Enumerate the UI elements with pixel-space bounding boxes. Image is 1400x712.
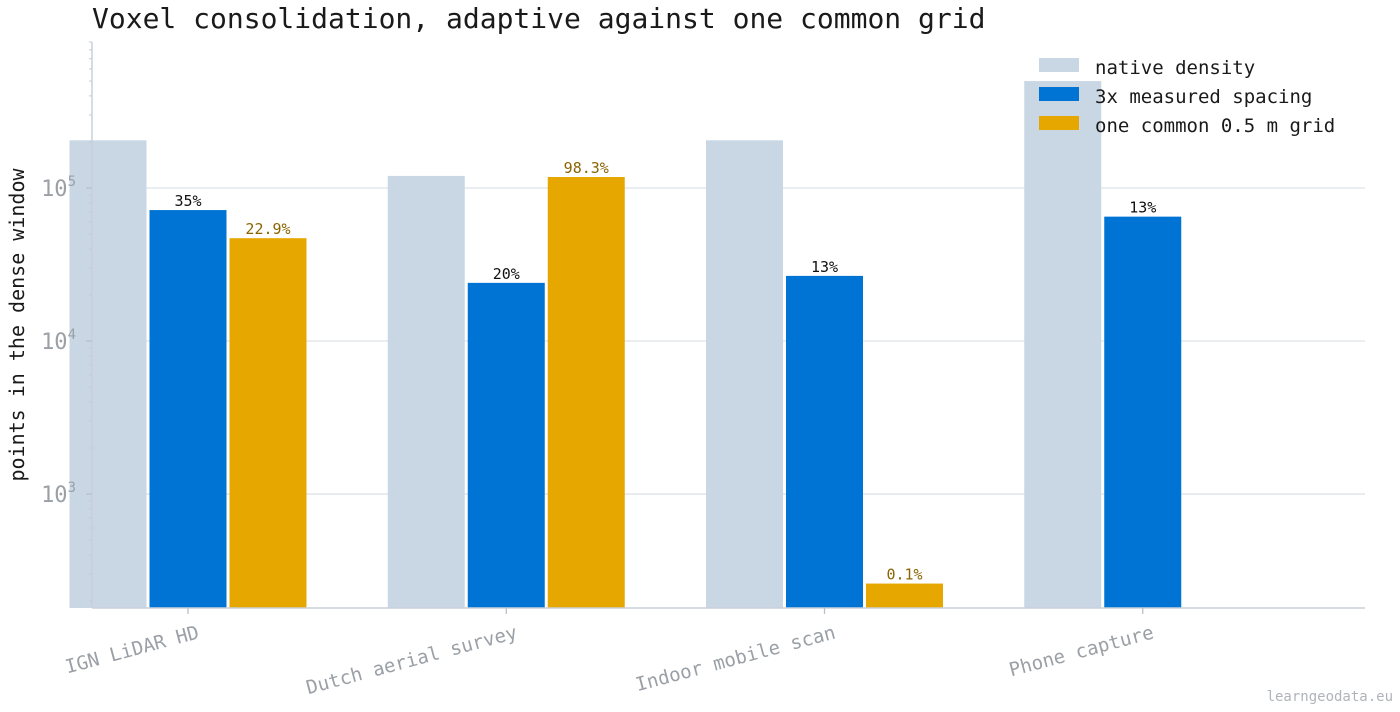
bar [69,140,147,608]
chart-title: Voxel consolidation, adaptive against on… [92,2,985,35]
bar-value-label: 20% [493,265,520,283]
bar-value-label: 13% [1129,199,1156,217]
bar [866,583,943,608]
bar-value-labels: 35% 22.9% 20% 98.3% 13% 0.1% 13% [174,159,1156,584]
bar [1024,81,1102,608]
bar [387,175,465,608]
axes [91,42,1365,609]
legend-swatch [1039,87,1079,101]
bar [706,140,783,608]
x-tick-label: IGN LiDAR HD [63,622,201,679]
bar-value-label: 22.9% [245,220,290,238]
y-tick-label: 103 [41,480,76,508]
bar [786,275,863,608]
watermark: learngeodata.eu [1267,689,1393,705]
bar [229,238,307,608]
bars [69,81,1182,609]
x-tick-label: Phone capture [1007,622,1156,682]
bar-value-label: 13% [811,258,838,276]
y-axis-label: points in the dense window [5,168,29,482]
legend-label: 3x measured spacing [1095,86,1312,108]
bar [547,177,625,608]
x-ticks: IGN LiDAR HD Dutch aerial survey Indoor mo… [63,608,1156,699]
legend-label: one common 0.5 m grid [1095,115,1335,137]
bar-value-label: 98.3% [564,159,609,177]
y-tick-label: 105 [41,174,76,202]
bar-value-label: 0.1% [886,566,922,584]
y-ticks: 103 104 105 [41,41,92,602]
x-tick-label: Dutch aerial survey [304,622,520,700]
legend: native density 3x measured spacing one com… [1039,57,1335,137]
bar [467,282,545,608]
bar-value-label: 35% [174,192,201,210]
x-tick-label: Indoor mobile scan [633,622,838,697]
legend-swatch [1039,116,1079,130]
legend-label: native density [1095,57,1255,79]
legend-swatch [1039,58,1079,72]
bar [149,210,227,609]
y-tick-label: 104 [41,327,76,355]
bar [1104,216,1182,609]
